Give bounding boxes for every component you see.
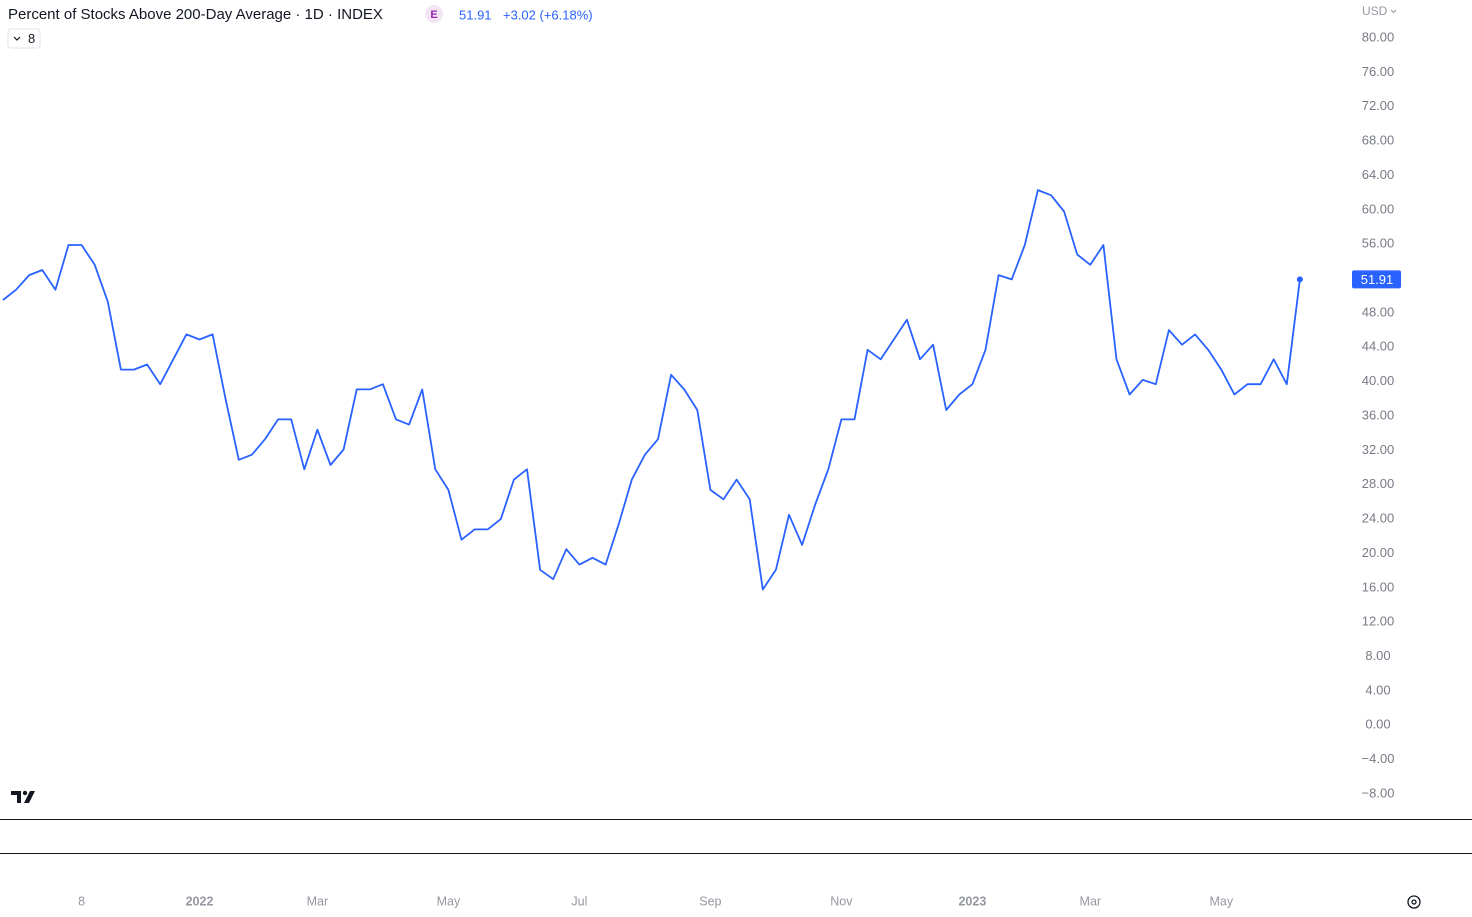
y-tick-label: 4.00 [1365, 682, 1390, 697]
x-tick-label: 8 [78, 894, 85, 908]
y-tick-label: 80.00 [1362, 29, 1395, 44]
currency[interactable]: USD [1362, 4, 1388, 18]
chevron [1390, 9, 1397, 14]
x-tick-label: 2022 [186, 894, 214, 908]
y-tick-label: −4.00 [1362, 751, 1395, 766]
y-tick-label: 8.00 [1365, 648, 1390, 663]
x-tick-label: Mar [307, 894, 329, 908]
y-tick-label: 24.00 [1362, 511, 1395, 526]
y-tick-label: −8.00 [1362, 785, 1395, 800]
y-tick-label: 20.00 [1362, 545, 1395, 560]
x-tick-label: May [437, 894, 461, 908]
chart-title: Percent of Stocks Above 200-Day Average … [8, 6, 383, 23]
last-point [1296, 276, 1303, 283]
x-tick-label: May [1209, 894, 1233, 908]
y-tick-label: 32.00 [1362, 442, 1395, 457]
x-tick-label: Sep [699, 894, 721, 908]
y-tick-label: 0.00 [1365, 717, 1390, 732]
y-tick-label: 64.00 [1362, 167, 1395, 182]
badge-bg [425, 5, 443, 23]
interval-label[interactable]: 8 [28, 31, 35, 46]
price-change: +3.02 (+6.18%) [503, 7, 593, 22]
y-tick-label: 36.00 [1362, 407, 1395, 422]
badge[interactable]: E [430, 9, 437, 21]
x-tick-label: Mar [1080, 894, 1102, 908]
y-tick-label: 68.00 [1362, 133, 1395, 148]
y-tick-label: 76.00 [1362, 64, 1395, 79]
logo [11, 790, 35, 803]
y-tick-label: 56.00 [1362, 236, 1395, 251]
x-tick-label: Jul [571, 894, 587, 908]
y-tick-label: 12.00 [1362, 614, 1395, 629]
chevron [13, 36, 21, 41]
series-line [2, 189, 1301, 591]
last-price: 51.91 [459, 7, 492, 22]
y-tick-label: 16.00 [1362, 579, 1395, 594]
interval-button[interactable] [7, 28, 41, 49]
price-tag-bg [1352, 270, 1401, 289]
x-tick-label: 2023 [958, 894, 986, 908]
y-tick-label: 44.00 [1362, 339, 1395, 354]
price-tag: 51.91 [1361, 272, 1394, 287]
settings-icon[interactable] [1407, 895, 1421, 909]
x-tick-label: Nov [830, 894, 853, 908]
y-tick-label: 48.00 [1362, 304, 1395, 319]
y-tick-label: 60.00 [1362, 201, 1395, 216]
y-tick-label: 28.00 [1362, 476, 1395, 491]
y-tick-label: 72.00 [1362, 98, 1395, 113]
y-tick-label: 40.00 [1362, 373, 1395, 388]
